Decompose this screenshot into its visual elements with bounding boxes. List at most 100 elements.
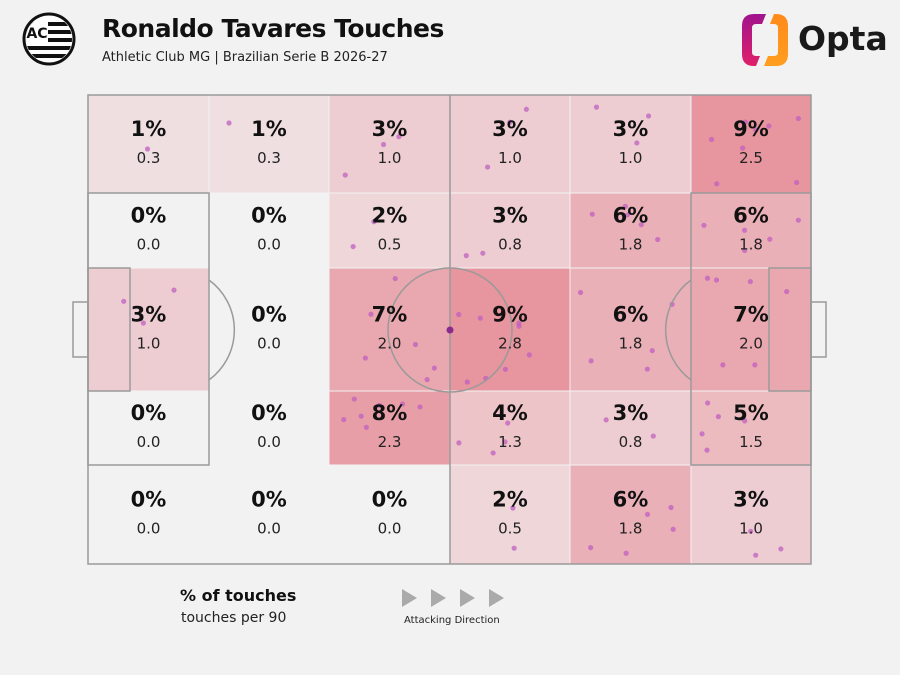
zone-touches-per90: 0.3 <box>257 149 281 167</box>
attacking-direction-label: Attacking Direction <box>404 615 500 626</box>
zone-touches-per90: 2.8 <box>498 335 522 353</box>
touch-dot <box>396 134 402 140</box>
touch-dot <box>742 418 748 424</box>
touch-dot <box>655 236 661 243</box>
touch-dot <box>704 275 711 281</box>
zone-percent: 9% <box>492 303 528 327</box>
touch-dot <box>362 355 368 361</box>
zone-percent: 7% <box>733 303 769 327</box>
center-spot <box>446 326 454 334</box>
touch-dot <box>704 447 710 453</box>
heatmap-zone <box>569 192 692 269</box>
touch-dot <box>740 145 746 151</box>
zone-touches-per90: 0.0 <box>257 335 281 353</box>
zone-percent: 3% <box>372 117 408 141</box>
touch-dot <box>741 227 748 233</box>
heatmap-zone <box>328 94 451 194</box>
attacking-direction-arrows-icon <box>402 589 504 607</box>
heatmap-zone <box>87 267 210 392</box>
center-circle <box>387 267 513 393</box>
touch-dot <box>507 119 513 125</box>
heatmap-zone <box>690 267 812 392</box>
touch-dot <box>588 545 594 551</box>
zone-percent: 3% <box>613 117 649 141</box>
zone-percent: 0% <box>251 204 287 228</box>
touch-dot <box>376 402 382 408</box>
touch-dot <box>638 222 644 228</box>
zone-percent: 6% <box>613 488 649 512</box>
touch-dot <box>464 379 470 385</box>
zone-touches-per90: 2.3 <box>378 433 402 451</box>
touch-dot <box>380 141 387 148</box>
touch-dot <box>511 545 517 551</box>
touch-dot <box>490 450 496 456</box>
touch-dot <box>368 311 374 317</box>
touch-dot <box>753 552 759 558</box>
opta-brand: Opta <box>798 19 888 58</box>
touch-dot <box>392 275 398 282</box>
touch-dot <box>526 352 532 358</box>
touch-dot <box>644 366 650 372</box>
zone-touches-per90: 1.0 <box>739 520 763 538</box>
touch-dot <box>516 323 522 329</box>
zone-percent: 6% <box>613 204 649 228</box>
touch-dot <box>794 179 800 186</box>
touch-dot <box>140 320 146 326</box>
touch-dot <box>358 413 364 419</box>
zone-percent: 3% <box>492 117 528 141</box>
chart-title: Ronaldo Tavares Touches <box>102 14 444 43</box>
zone-touches-per90: 0.0 <box>257 433 281 451</box>
zone-percent: 8% <box>372 401 408 425</box>
touch-dot <box>121 298 127 304</box>
zone-touches-per90: 1.8 <box>739 236 763 254</box>
zone-touches-per90: 2.0 <box>739 335 763 353</box>
touch-dot <box>480 250 486 256</box>
zone-touches-per90: 2.0 <box>378 335 402 353</box>
zone-touches-per90: 0.8 <box>498 236 522 254</box>
touch-dot <box>463 253 469 259</box>
touch-dot <box>502 439 508 445</box>
zone-percent: 0% <box>251 401 287 425</box>
zone-touches-per90: 0.0 <box>137 236 161 254</box>
touch-dot <box>502 366 509 372</box>
touch-dot <box>752 362 758 368</box>
heatmap-zone <box>87 464 210 565</box>
touch-dot <box>670 526 676 532</box>
zone-percent: 1% <box>131 117 167 141</box>
touch-dot <box>399 401 406 407</box>
zone-touches-per90: 0.8 <box>619 433 643 451</box>
zone-percent: 3% <box>492 204 528 228</box>
zone-touches-per90: 1.3 <box>498 433 522 451</box>
zone-percent: 6% <box>613 303 649 327</box>
zone-touches-per90: 1.0 <box>137 335 161 353</box>
heatmap-zone <box>569 267 692 392</box>
touch-dot <box>767 236 773 242</box>
touch-dot <box>226 120 232 126</box>
touch-dot <box>713 277 720 283</box>
touch-dot <box>650 433 656 439</box>
heatmap-zone <box>208 94 330 194</box>
touch-dot <box>342 172 348 178</box>
heatmap-zone <box>208 464 330 565</box>
zone-touches-per90: 1.0 <box>378 149 402 167</box>
heatmap-zone <box>328 390 451 466</box>
touch-dot <box>577 289 584 296</box>
zone-touches-per90: 0.5 <box>498 520 522 538</box>
touch-dot <box>766 123 772 129</box>
touch-dot <box>645 113 652 119</box>
zone-percent: 5% <box>733 401 769 425</box>
heatmap-zone <box>87 94 210 194</box>
opta-logo-icon <box>742 14 788 66</box>
touch-dot <box>747 278 753 285</box>
touch-dot <box>778 546 784 552</box>
zone-percent: 0% <box>131 401 167 425</box>
zone-touches-per90: 0.5 <box>378 236 402 254</box>
touch-dot <box>699 431 705 437</box>
zone-touches-per90: 0.0 <box>257 236 281 254</box>
heatmap-zone <box>569 390 692 466</box>
zone-percent: 6% <box>733 204 769 228</box>
touch-dot <box>624 212 631 218</box>
touch-dot <box>742 119 748 125</box>
zone-touches-per90: 1.0 <box>619 149 643 167</box>
